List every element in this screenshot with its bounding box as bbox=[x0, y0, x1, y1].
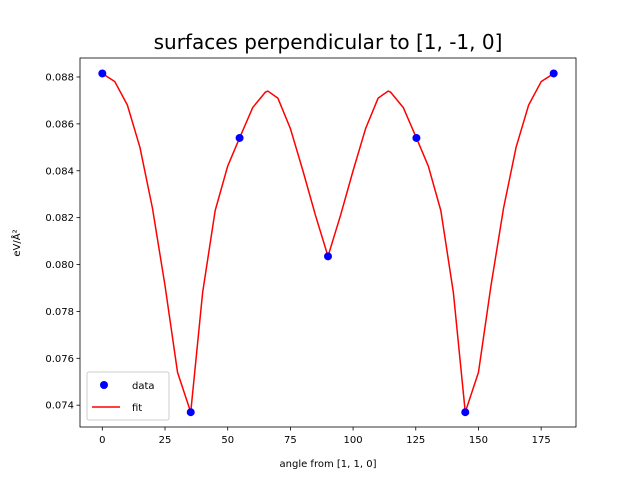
data-point bbox=[186, 408, 195, 417]
data-point bbox=[324, 252, 332, 261]
data-point bbox=[461, 408, 470, 417]
y-tick-label: 0.080 bbox=[45, 260, 74, 271]
data-point bbox=[549, 69, 558, 78]
x-tick-label: 175 bbox=[532, 435, 551, 446]
data-point bbox=[235, 133, 244, 142]
y-tick-label: 0.078 bbox=[45, 307, 74, 318]
plot-area: 0 25 50 75 100 125 150 175 0.074 0.076 0.078 0.080 0… bbox=[45, 57, 577, 446]
legend-box bbox=[86, 371, 170, 421]
legend-marker-data bbox=[100, 381, 108, 389]
x-axis-title: angle from [1, 1, 0] bbox=[280, 459, 377, 470]
legend-label: fit bbox=[132, 403, 142, 414]
x-tick-label: 125 bbox=[406, 435, 425, 446]
x-tick-label: 150 bbox=[469, 435, 488, 446]
data-point bbox=[98, 69, 107, 78]
y-tick-label: 0.082 bbox=[45, 213, 74, 224]
x-tick-label: 0 bbox=[99, 435, 105, 446]
y-tick-label: 0.076 bbox=[45, 354, 74, 365]
y-tick-label: 0.084 bbox=[45, 166, 74, 177]
legend-label: data bbox=[132, 381, 155, 392]
x-tick-label: 25 bbox=[159, 435, 172, 446]
chart-title: surfaces perpendicular to [1, -1, 0] bbox=[154, 30, 503, 54]
y-tick-label: 0.088 bbox=[45, 72, 74, 83]
legend: data fit bbox=[86, 371, 170, 421]
axes-frame bbox=[79, 57, 577, 428]
y-tick-label: 0.074 bbox=[45, 401, 74, 412]
x-tick-label: 75 bbox=[284, 435, 297, 446]
y-tick-label: 0.086 bbox=[45, 119, 74, 130]
x-tick-label: 100 bbox=[344, 435, 363, 446]
y-axis-title: eV/Å² bbox=[10, 229, 23, 256]
data-point bbox=[412, 133, 421, 142]
x-tick-label: 50 bbox=[221, 435, 234, 446]
